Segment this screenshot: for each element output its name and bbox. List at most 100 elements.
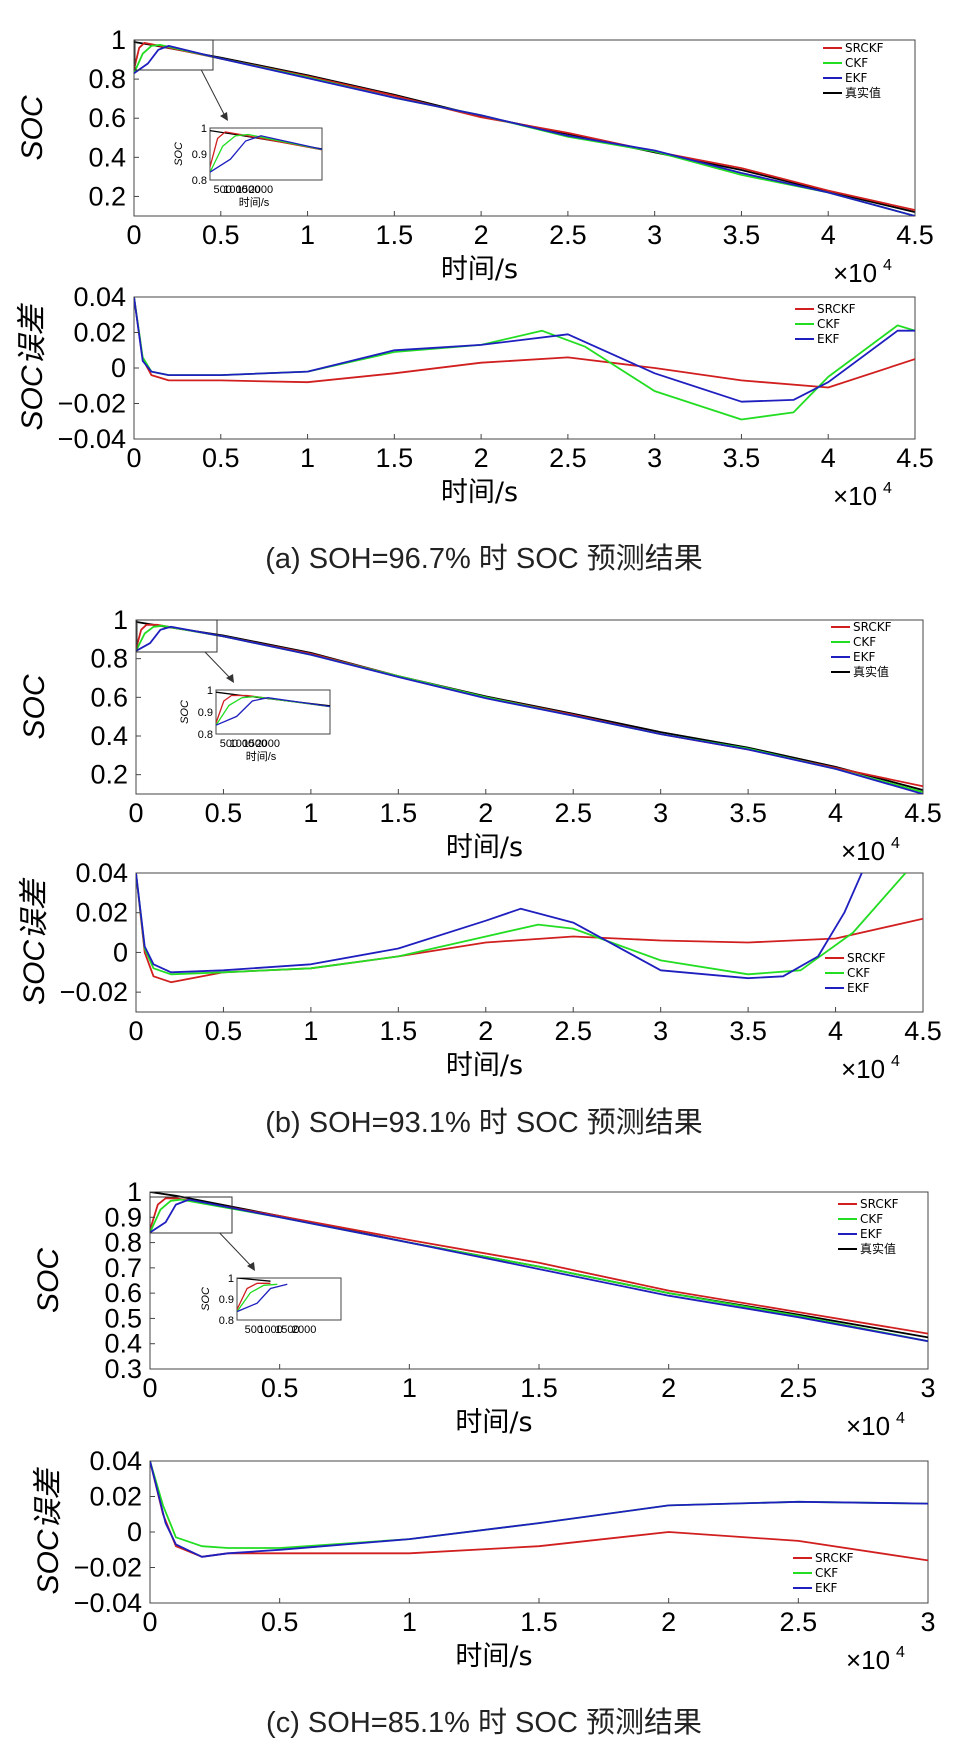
- error-chart-0-xtick-label: 2.5: [549, 443, 587, 473]
- error-chart-1-xtick-label: 1.5: [380, 1016, 418, 1046]
- error-chart-2-xlabel: 时间/s: [455, 1641, 532, 1672]
- soc-inset-1-xlabel: 时间/s: [246, 750, 277, 763]
- error-chart-0-ytick-label: −0.02: [58, 389, 126, 419]
- error-chart-2-legend-label-EKF: EKF: [815, 1581, 837, 1595]
- soc-chart-0-ytick-label: 0.6: [88, 103, 126, 133]
- soc-chart-2-legend-label-CKF: CKF: [860, 1212, 883, 1226]
- error-chart-1-xtick-label: 2.5: [554, 1016, 592, 1046]
- caption-a: (a) SOH=96.7% 时 SOC 预测结果: [265, 542, 703, 575]
- error-chart-2-xtick-label: 2.5: [780, 1607, 818, 1637]
- soc-inset-1-zoom-arrowhead: [226, 674, 234, 683]
- soc-inset-2-ylabel: SOC: [200, 1287, 212, 1311]
- soc-inset-2-xtick-label: 1000: [258, 1324, 282, 1336]
- error-chart-0-xlabel: 时间/s: [441, 477, 518, 508]
- soc-chart-1-line-EKF: [136, 625, 923, 794]
- error-chart-0-legend-label-SRCKF: SRCKF: [817, 302, 856, 316]
- error-chart-0-series-group: [134, 297, 915, 421]
- soc-chart-0-legend-label-SRCKF: SRCKF: [845, 41, 884, 55]
- error-chart-1-xtick-label: 0.5: [205, 1016, 243, 1046]
- error-chart-1-legend-label-EKF: EKF: [847, 981, 869, 995]
- soc-chart-0-line-SRCKF: [134, 42, 915, 211]
- error-chart-2-xtick-label: 2: [661, 1607, 676, 1637]
- error-chart-1-line-EKF: [136, 873, 863, 980]
- error-chart-1-x-multiplier-exp: 4: [891, 1053, 900, 1070]
- error-chart-1-xtick-label: 4: [828, 1016, 843, 1046]
- soc-inset-2-xtick-label: 1500: [275, 1324, 299, 1336]
- error-chart-1-xtick-label: 3: [653, 1016, 668, 1046]
- soc-inset-1-ylabel: SOC: [179, 700, 191, 724]
- soc-inset-0-ylabel: SOC: [173, 142, 185, 166]
- error-chart-1-ytick-label: 0: [113, 937, 128, 967]
- error-chart-0-xtick-label: 4: [821, 443, 836, 473]
- soc-chart-0-xtick-label: 2.5: [549, 220, 587, 250]
- error-chart-1-plot-area: [135, 872, 924, 1013]
- error-chart-0-xtick-label: 3: [647, 443, 662, 473]
- soc-chart-0-xtick-label: 1: [300, 220, 315, 250]
- error-chart-1-ytick-label: −0.02: [60, 977, 128, 1007]
- soc-chart-2-ytick-label: 0.9: [104, 1202, 142, 1232]
- error-chart-0-line-SRCKF: [134, 297, 915, 389]
- soc-chart-1-xtick-label: 0: [128, 798, 143, 828]
- error-chart-2-ylabel: SOC误差: [32, 1466, 65, 1594]
- error-chart-2-line-EKF: [150, 1461, 928, 1558]
- soc-chart-1-ytick-label: 1: [113, 605, 128, 635]
- soc-chart-2-xtick-label: 1: [402, 1373, 417, 1403]
- soc-inset-2-ytick-label: 0.9: [219, 1294, 234, 1306]
- soc-chart-0-ylabel: SOC: [16, 95, 49, 160]
- soc-chart-2-ytick-label: 0.7: [104, 1253, 142, 1283]
- error-chart-2-legend-label-SRCKF: SRCKF: [815, 1551, 854, 1565]
- soc-chart-2-xtick-label: 0.5: [261, 1373, 299, 1403]
- soc-chart-1-ytick-label: 0.6: [90, 682, 128, 712]
- error-chart-0-xtick-label: 0.5: [202, 443, 240, 473]
- error-chart-0-plot-area: [133, 296, 916, 440]
- error-chart-0-ytick-label: 0.04: [73, 282, 126, 312]
- soc-chart-2-x-multiplier-exp: 4: [896, 1410, 905, 1427]
- soc-chart-1-x-multiplier: ×10: [841, 836, 885, 866]
- error-chart-0-xtick-label: 2: [474, 443, 489, 473]
- soc-inset-0-xlabel: 时间/s: [239, 196, 270, 209]
- soc-inset-1-xtick-label: 500: [220, 738, 238, 750]
- error-chart-2-legend-label-CKF: CKF: [815, 1566, 838, 1580]
- soc-inset-2-zoom-arrow: [219, 1232, 254, 1269]
- soc-inset-2-line-真实值: [237, 1278, 271, 1282]
- soc-inset-2-line-CKF: [237, 1283, 278, 1312]
- error-chart-2-series-group: [150, 1461, 928, 1562]
- error-chart-1-xtick-label: 3.5: [729, 1016, 767, 1046]
- soc-chart-0-xtick-label: 4: [821, 220, 836, 250]
- soc-chart-1-xtick-label: 0.5: [205, 798, 243, 828]
- soc-chart-1-xtick-label: 4: [828, 798, 843, 828]
- soc-chart-1-ytick-label: 0.8: [90, 644, 128, 674]
- soc-chart-2-xtick-label: 3: [920, 1373, 935, 1403]
- caption-b: (b) SOH=93.1% 时 SOC 预测结果: [265, 1106, 703, 1139]
- soc-chart-0-xtick-label: 2: [474, 220, 489, 250]
- soc-chart-2-ytick-label: 0.4: [104, 1329, 142, 1359]
- soc-chart-2-xtick-label: 1.5: [520, 1373, 558, 1403]
- soc-inset-1-ytick-label: 1: [207, 685, 213, 697]
- soc-inset-1-plot-area: [215, 689, 331, 735]
- soc-inset-0-ytick-label: 1: [201, 123, 207, 135]
- error-chart-0-ytick-label: 0: [111, 353, 126, 383]
- error-chart-0-xtick-label: 1.5: [376, 443, 414, 473]
- soc-chart-2-ytick-label: 0.6: [104, 1278, 142, 1308]
- soc-inset-1-zoom-box: [136, 619, 218, 653]
- soc-inset-0-xtick-label: 2000: [249, 184, 273, 196]
- error-chart-0-x-multiplier: ×10: [833, 481, 877, 511]
- soc-chart-1-xtick-label: 3: [653, 798, 668, 828]
- soc-chart-1-ylabel: SOC: [18, 674, 51, 739]
- soc-inset-1-xtick-label: 2000: [256, 738, 280, 750]
- soc-chart-2-legend-label-真实值: 真实值: [860, 1241, 896, 1256]
- soc-inset-2-ytick-label: 1: [228, 1273, 234, 1285]
- soc-chart-2-ytick-label: 0.8: [104, 1228, 142, 1258]
- soc-inset-0-line-SRCKF: [210, 131, 322, 168]
- soc-inset-2-series-group: [237, 1278, 288, 1313]
- soc-inset-0-ytick-label: 0.9: [192, 149, 207, 161]
- error-chart-1-x-multiplier: ×10: [841, 1054, 885, 1084]
- soc-chart-0-xtick-label: 4.5: [896, 220, 934, 250]
- error-chart-0-xtick-label: 1: [300, 443, 315, 473]
